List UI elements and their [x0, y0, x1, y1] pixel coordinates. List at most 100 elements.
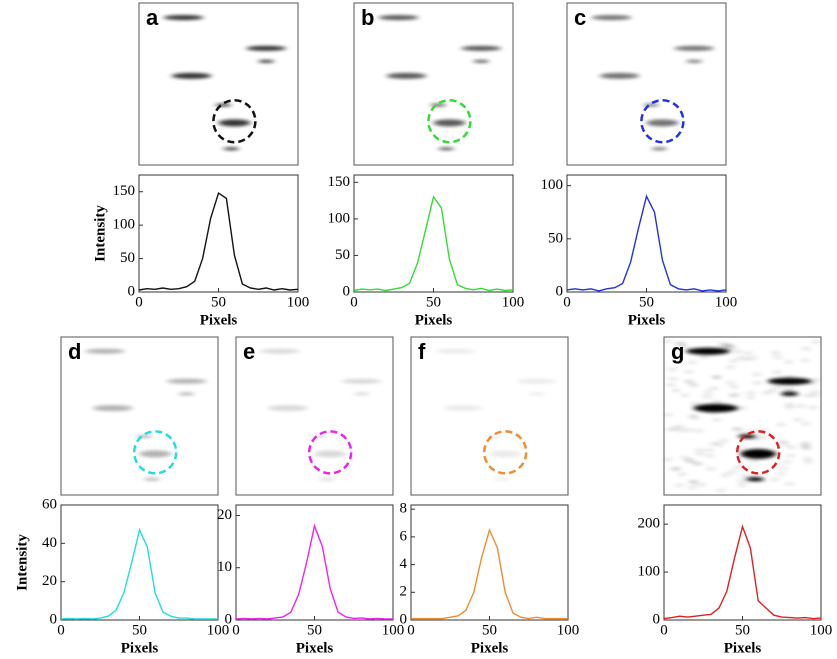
x-tick-label: 0 — [563, 294, 571, 310]
y-tick-label: 0 — [400, 611, 408, 627]
band — [92, 405, 133, 412]
y-tick-label: 2 — [400, 584, 408, 600]
noise — [728, 359, 739, 363]
noise — [689, 416, 700, 420]
noise — [776, 472, 787, 476]
y-tick-label: 0 — [128, 283, 136, 299]
image-frame — [663, 336, 822, 496]
band — [319, 477, 336, 481]
noise — [665, 383, 676, 387]
profile-line — [138, 191, 299, 291]
x-tick-label: 100 — [287, 294, 310, 310]
x-tick-label: 100 — [557, 622, 580, 638]
plot-frame — [410, 504, 569, 621]
noise — [663, 339, 673, 343]
noise — [784, 375, 795, 379]
noise — [785, 454, 796, 458]
y-tick-label: 0 — [225, 611, 233, 627]
noise — [751, 437, 762, 441]
noise — [793, 418, 804, 422]
y-tick-label: 100 — [541, 177, 564, 193]
noise — [696, 483, 707, 487]
x-tick-label: 100 — [715, 294, 738, 310]
x-tick-label: 50 — [211, 294, 226, 310]
noise — [705, 454, 716, 458]
noise — [800, 358, 811, 362]
band — [144, 477, 161, 481]
y-tick-label: 150 — [328, 174, 351, 190]
noise — [737, 479, 748, 483]
noise — [808, 405, 819, 409]
profile-line — [411, 527, 568, 620]
noise — [705, 467, 716, 471]
noise — [708, 386, 719, 390]
y-tick-label: 0 — [50, 611, 58, 627]
noise — [733, 465, 744, 469]
band — [353, 392, 370, 396]
y-tick-label: 50 — [335, 247, 350, 263]
noise — [736, 483, 747, 487]
noise — [770, 351, 781, 355]
roi-circle — [482, 430, 528, 475]
noise — [776, 423, 787, 427]
band — [430, 103, 447, 107]
noise — [695, 452, 706, 456]
noise — [811, 378, 822, 382]
noise — [676, 429, 687, 433]
noise — [684, 459, 695, 463]
y-tick-label: 40 — [42, 535, 57, 551]
noise — [727, 394, 738, 398]
plot-frame — [353, 174, 514, 293]
noise — [722, 343, 733, 347]
band — [740, 449, 776, 459]
band — [516, 378, 557, 384]
noise — [712, 418, 723, 422]
noise — [702, 390, 713, 394]
x-tick-label: 50 — [426, 294, 441, 310]
noise — [678, 344, 689, 348]
band — [171, 72, 212, 79]
noise — [727, 346, 738, 350]
band — [528, 392, 545, 396]
plot-frame — [566, 174, 727, 293]
band — [258, 59, 275, 63]
x-tick-label: 0 — [350, 294, 358, 310]
panel-label: b — [361, 5, 374, 30]
band — [139, 450, 172, 458]
y-tick-label: 50 — [120, 250, 135, 266]
noise — [720, 473, 731, 477]
noise — [689, 383, 700, 387]
y-tick-label: 200 — [638, 516, 661, 532]
band — [461, 45, 502, 51]
x-axis-label: Pixels — [296, 640, 334, 656]
noise — [802, 446, 813, 450]
y-tick-label: 0 — [556, 283, 564, 299]
x-axis-label: Pixels — [415, 312, 453, 328]
band — [267, 405, 308, 412]
band — [166, 378, 207, 384]
band — [378, 15, 419, 21]
x-tick-label: 50 — [307, 622, 322, 638]
band — [780, 391, 799, 396]
x-tick-label: 100 — [502, 294, 525, 310]
x-axis-label: Pixels — [121, 640, 159, 656]
noise — [748, 459, 759, 463]
image-frame — [60, 336, 219, 496]
noise — [711, 400, 722, 404]
band — [438, 147, 455, 151]
noise — [714, 443, 725, 447]
noise — [771, 370, 782, 374]
noise — [716, 488, 727, 492]
noise — [752, 381, 763, 385]
noise — [684, 428, 695, 432]
y-tick-label: 100 — [113, 217, 136, 233]
noise — [732, 350, 743, 354]
y-tick-label: 150 — [113, 183, 136, 199]
noise — [801, 347, 812, 351]
noise — [802, 393, 813, 397]
x-axis-label: Pixels — [724, 640, 762, 656]
y-tick-label: 100 — [638, 564, 661, 580]
x-tick-label: 0 — [660, 622, 668, 638]
y-tick-label: 60 — [42, 496, 57, 512]
noise — [687, 360, 698, 364]
